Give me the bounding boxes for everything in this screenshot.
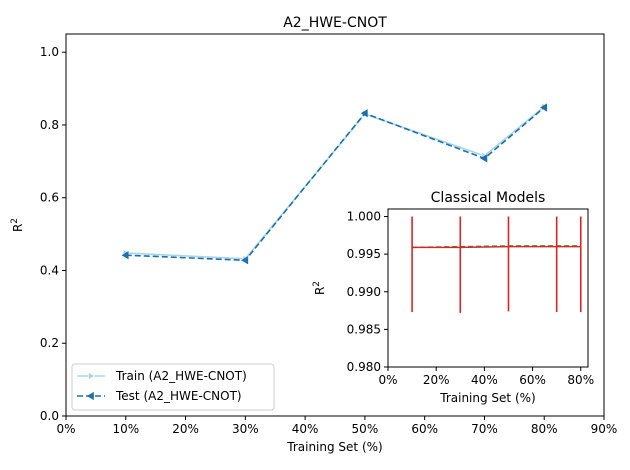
y-axis-label-sup: 2: [10, 218, 20, 224]
chart-title: A2_HWE-CNOT: [283, 15, 387, 31]
y-tick-label: 1.000: [347, 210, 381, 224]
legend-label-1: Test (A2_HWE-CNOT): [115, 389, 242, 403]
y-tick-label: 0.8: [40, 118, 59, 132]
chart-title: Classical Models: [431, 190, 546, 206]
main-chart: 0% 10% 20% 30% 40% 50% 60% 70% 80% 90%0.00.20.40.…: [10, 15, 617, 454]
y-tick-label: 1.0: [40, 45, 59, 59]
y-axis-label-base: R: [313, 287, 327, 295]
y-tick-label: 0.985: [347, 322, 381, 336]
y-tick-label: 0.2: [40, 336, 59, 350]
plot-background: [388, 209, 588, 367]
y-tick-label: 0.0: [40, 409, 59, 423]
axes-frame: [65, 33, 605, 417]
y-tick-label: 0.995: [347, 247, 381, 261]
legend-label-0: Train (A2_HWE-CNOT): [115, 369, 247, 383]
series-line-1: [412, 245, 581, 249]
x-tick-label: 80%: [531, 422, 558, 436]
y-tick-label: 0.4: [40, 263, 59, 277]
series-1-marker: [480, 154, 488, 163]
y-tick-label: 0.6: [40, 191, 59, 205]
y-tick-label: 0.980: [347, 360, 381, 374]
series-1-marker: [241, 256, 249, 265]
x-axis-label: Training Set (%): [439, 391, 535, 405]
y-axis-label: R2: [312, 281, 327, 295]
y-axis-label-text: R2: [312, 281, 327, 295]
series-1-marker: [360, 109, 368, 118]
legend-box: [71, 363, 275, 411]
x-tick-label: 50%: [352, 422, 379, 436]
y-axis-label-text: R2: [10, 218, 25, 232]
series-1-marker: [121, 251, 129, 260]
y-axis-label-base: R: [11, 224, 25, 232]
legend: Train (A2_HWE-CNOT) Test (A2_HWE-CNOT): [71, 363, 275, 411]
x-tick-label: 30%: [232, 422, 259, 436]
x-tick-label: 40%: [471, 373, 498, 387]
y-axis-label-sup: 2: [312, 281, 322, 287]
axes-frame: [387, 208, 589, 368]
x-tick-label: 90%: [591, 422, 618, 436]
x-tick-label: 70%: [471, 422, 498, 436]
x-tick-label: 20%: [423, 373, 450, 387]
x-tick-label: 10%: [112, 422, 139, 436]
x-tick-label: 0%: [56, 422, 75, 436]
inset-chart: 0% 20% 40% 60% 80% 0.980 0.985 0.990 0.995 1.000 C…: [312, 190, 594, 405]
y-tick-label: 0.990: [347, 285, 381, 299]
x-axis-label: Training Set (%): [286, 440, 382, 454]
legend-swatch-marker-1: [86, 391, 94, 401]
x-tick-label: 40%: [292, 422, 319, 436]
x-tick-label: 60%: [519, 373, 546, 387]
legend-swatch-marker-0: [88, 371, 96, 381]
x-tick-label: 60%: [411, 422, 438, 436]
y-axis-label: R2: [10, 218, 25, 232]
series-1-marker: [540, 103, 548, 112]
x-tick-label: 80%: [567, 373, 594, 387]
x-tick-label: 20%: [172, 422, 199, 436]
x-tick-label: 0%: [378, 373, 397, 387]
